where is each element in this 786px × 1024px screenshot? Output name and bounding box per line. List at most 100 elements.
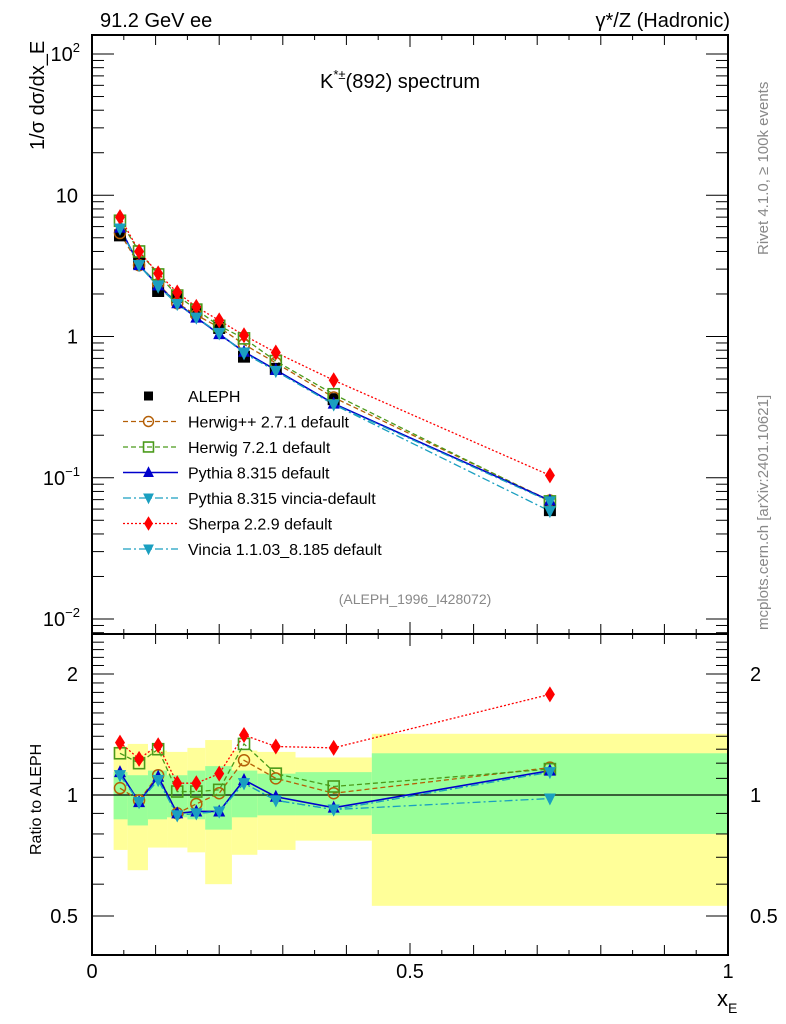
ratio-y-tick-label-left: 0.5 [50, 906, 78, 928]
legend-label: Herwig++ 2.7.1 default [188, 415, 350, 432]
side-label-mcplots: mcplots.cern.ch [arXiv:2401.10621] [755, 395, 772, 630]
data-point [171, 298, 184, 311]
data-point [214, 312, 225, 329]
legend-label: Sherpa 2.2.9 default [188, 517, 333, 534]
data-point [190, 312, 203, 325]
data-point [191, 298, 202, 315]
data-point [238, 347, 251, 360]
series-line [119, 759, 550, 815]
ratio-y-tick-label-right: 1 [750, 785, 761, 807]
legend-item: ALEPH [144, 389, 240, 406]
header-left-label: 91.2 GeV ee [100, 10, 212, 32]
data-point [191, 775, 202, 792]
data-point [238, 778, 251, 791]
series-line [119, 216, 551, 476]
y-tick-label-exp: 2 [73, 40, 80, 55]
data-point [172, 284, 183, 301]
data-point [190, 808, 203, 821]
data-point [134, 750, 145, 767]
x-tick-label: 1 [722, 961, 733, 983]
x-tick-label: 0.5 [396, 961, 424, 983]
ratio-y-axis-label: Ratio to ALEPH [28, 744, 45, 855]
y-tick-label-base: 1 [67, 327, 78, 349]
legend-label: Pythia 8.315 default [188, 466, 330, 483]
legend-label: ALEPH [188, 389, 240, 406]
data-point [172, 775, 183, 792]
ratio-series-layer [113, 686, 557, 823]
y-tick-label: 10 [56, 185, 78, 207]
data-point [544, 467, 555, 484]
legend-marker [143, 493, 154, 505]
data-point [152, 280, 165, 293]
series-line [119, 228, 551, 503]
plot-title: K*±(892) spectrum [320, 67, 480, 93]
data-point [327, 399, 340, 412]
legend-item: Pythia 8.315 vincia-default [123, 491, 376, 508]
legend: ALEPH Herwig++ 2.7.1 default Herwig 7.2.1 … [123, 389, 382, 559]
y-tick-label: 10−2 [43, 605, 80, 631]
data-point [327, 804, 340, 817]
data-point [153, 265, 164, 282]
data-point [133, 797, 146, 810]
data-point [544, 686, 555, 703]
x-axis-label-base: x [717, 986, 728, 1011]
legend-marker [144, 391, 153, 401]
legend-item: Herwig++ 2.7.1 default [123, 415, 350, 432]
series-line [119, 769, 551, 815]
series-line [119, 232, 551, 502]
axis-ticks [91, 35, 729, 955]
data-point [270, 738, 281, 755]
data-point [239, 727, 250, 744]
data-point [133, 260, 146, 273]
data-point [543, 496, 556, 509]
y-tick-label: 10−1 [43, 464, 80, 490]
plot-title-sup: *± [333, 67, 345, 82]
ratio-y-tick-label-left: 2 [67, 664, 78, 686]
header-right-label: γ*/Z (Hadronic) [596, 10, 730, 32]
y-tick-label-exp: −2 [65, 605, 80, 620]
x-axis-label-sub: E [728, 1000, 737, 1016]
data-point [213, 328, 226, 341]
legend-item: Herwig 7.2.1 default [123, 440, 331, 457]
data-point [152, 774, 165, 787]
ratio-y-tick-label-right: 0.5 [750, 906, 778, 928]
data-point [543, 793, 556, 806]
svg-text:Ratio to ALEPH: Ratio to ALEPH [28, 744, 45, 855]
x-tick-label: 0 [86, 961, 97, 983]
analysis-id-label: (ALEPH_1996_I428072) [339, 591, 492, 607]
series-line [119, 227, 551, 502]
side-label-rivet: Rivet 4.1.0, ≥ 100k events [755, 82, 772, 255]
ratio-error-bands [113, 733, 728, 906]
svg-text:mcplots.cern.ch [arXiv:2401.10: mcplots.cern.ch [arXiv:2401.10621] [755, 395, 772, 630]
data-point [113, 770, 126, 783]
data-point [237, 754, 251, 767]
y-tick-label-base: 10 [56, 185, 78, 207]
legend-marker [142, 415, 155, 428]
y-tick-label-exp: −1 [65, 464, 80, 479]
data-point [214, 765, 225, 782]
series-line [119, 771, 551, 817]
data-point [269, 767, 283, 780]
legend-item: Pythia 8.315 default [123, 466, 330, 483]
data-point [328, 372, 339, 389]
main-y-axis-label: 1/σ dσ/dx_E [27, 41, 49, 150]
legend-marker [144, 516, 153, 531]
y-tick-label-base: 10 [43, 468, 65, 490]
plot-title-rest: (892) spectrum [346, 71, 481, 93]
data-point [114, 734, 125, 751]
data-point [327, 780, 340, 793]
svg-text:Rivet 4.1.0, ≥ 100k events: Rivet 4.1.0, ≥ 100k events [755, 82, 772, 255]
legend-item: Vincia 1.1.03_8.185 default [123, 542, 382, 559]
legend-label: Herwig 7.2.1 default [188, 440, 331, 457]
legend-marker [142, 441, 155, 453]
data-point [134, 243, 145, 260]
y-tick-label-base: 10 [51, 44, 73, 66]
series-line [119, 220, 551, 502]
legend-label: Pythia 8.315 vincia-default [188, 491, 376, 508]
y-tick-label-base: 10 [43, 609, 65, 631]
y-tick-label: 102 [51, 40, 80, 66]
data-point [153, 737, 164, 754]
svg-text:1/σ dσ/dx_E: 1/σ dσ/dx_E [27, 41, 49, 150]
data-point [171, 810, 184, 823]
data-point [270, 344, 281, 361]
